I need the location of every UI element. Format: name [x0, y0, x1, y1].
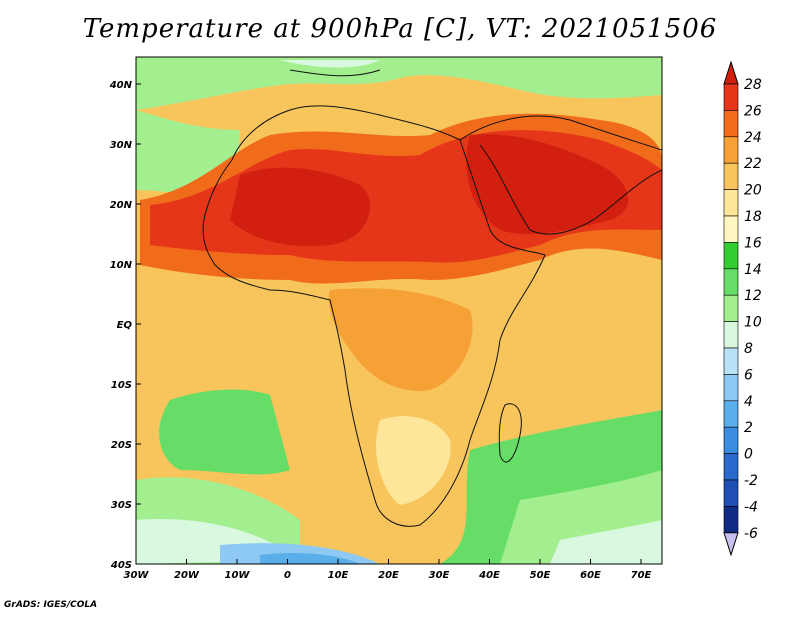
colorbar-segment — [723, 321, 739, 349]
colorbar-label: 4 — [744, 394, 753, 410]
latitude-axis: 40N 30N 20N 10N EQ 10S 20S 30S 40S — [109, 80, 141, 571]
temperature-field — [136, 57, 662, 564]
lon-tick-label: 30E — [429, 570, 450, 581]
colorbar-bottom-arrow — [723, 532, 739, 557]
colorbar-label: 26 — [744, 103, 762, 119]
lat-tick-label: 30S — [111, 500, 132, 511]
lon-tick-label: 30W — [124, 570, 150, 581]
colorbar-segment — [723, 347, 739, 375]
colorbar-segment — [723, 268, 739, 296]
colorbar-label: -2 — [744, 473, 758, 489]
plot-title: Temperature at 900hPa [C], VT: 202105150… — [82, 14, 718, 44]
colorbar-label: 20 — [744, 183, 762, 199]
longitude-axis: 30W 20W 10W 0 10E 20E 30E 40E 50E 60E 70E — [124, 559, 652, 581]
lon-tick-label: 10E — [328, 570, 349, 581]
colorbar-label: 6 — [744, 367, 753, 383]
colorbar-segment — [723, 189, 739, 217]
lon-tick-label: 60E — [580, 570, 601, 581]
lon-tick-label: 50E — [530, 570, 551, 581]
lat-tick-label: 10N — [110, 260, 133, 271]
lon-tick-label: 20W — [174, 570, 200, 581]
lon-tick-label: 10W — [225, 570, 251, 581]
colorbar-label: 22 — [744, 156, 762, 172]
colorbar-segment — [723, 294, 739, 322]
footer-credit: GrADS: IGES/COLA — [4, 600, 98, 610]
lon-tick-label: 70E — [631, 570, 652, 581]
colorbar-label: 8 — [744, 341, 753, 357]
colorbar-segment — [723, 506, 739, 534]
colorbar-segment — [723, 162, 739, 190]
colorbar-label: 0 — [744, 447, 753, 463]
colorbar-segment — [723, 479, 739, 507]
lat-tick-label: EQ — [117, 320, 133, 331]
map-border — [135, 56, 663, 565]
colorbar-segment — [723, 453, 739, 481]
colorbar-top-arrow — [723, 60, 739, 85]
colorbar-label: 12 — [744, 288, 762, 304]
colorbar-label: 10 — [744, 315, 762, 331]
lon-tick-label: 20E — [378, 570, 399, 581]
lat-tick-label: 40S — [110, 560, 132, 571]
lat-tick-label: 40N — [109, 80, 133, 91]
lat-tick-label: 30N — [110, 140, 133, 151]
lat-tick-label: 20S — [111, 440, 132, 451]
lon-tick-label: 40E — [478, 570, 500, 581]
lat-tick-label: 20N — [110, 200, 133, 211]
colorbar-label: 24 — [744, 130, 762, 146]
colorbar-segment — [723, 110, 739, 138]
coastlines — [202, 69, 662, 527]
colorbar-label: 16 — [744, 235, 762, 251]
colorbar-segment — [723, 426, 739, 454]
colorbar-label: 2 — [744, 420, 753, 436]
colorbar-label: 28 — [744, 77, 762, 93]
colorbar-segment — [723, 136, 739, 164]
colorbar-segment — [723, 242, 739, 270]
colorbar-segment — [723, 400, 739, 428]
lon-tick-label: 0 — [284, 570, 291, 581]
colorbar-label: 14 — [744, 262, 762, 278]
colorbar-segment — [723, 215, 739, 243]
colorbar-label: -6 — [744, 526, 758, 542]
colorbar-label: -4 — [744, 499, 758, 515]
colorbar-segment — [723, 83, 739, 111]
lat-tick-label: 10S — [111, 380, 132, 391]
colorbar-label: 18 — [744, 209, 762, 225]
colorbar-segment — [723, 374, 739, 402]
